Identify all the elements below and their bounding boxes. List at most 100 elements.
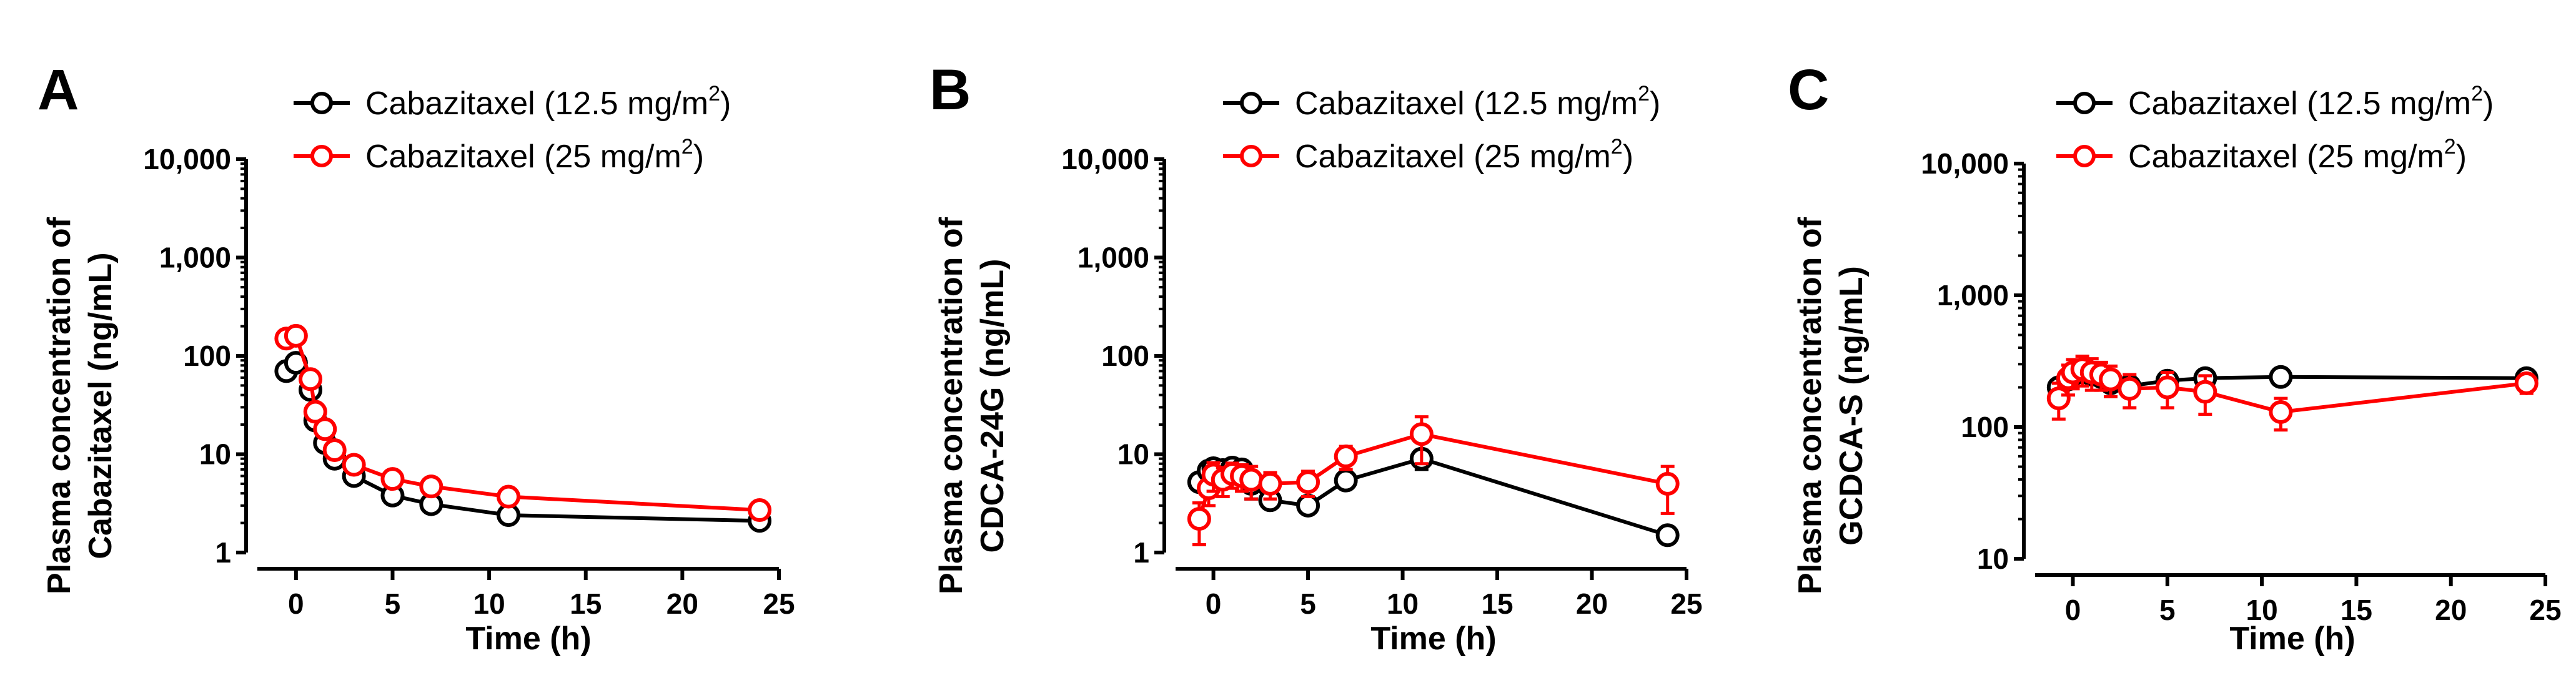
- x-axis-label: Time (h): [465, 621, 591, 657]
- y-axis-label-line2: GCDCA-S (ng/mL): [1833, 266, 1870, 546]
- data-point: [1334, 445, 1358, 469]
- y-tick-label: 1,000: [1937, 279, 2009, 312]
- legend-marker-series-2: [1240, 145, 1262, 167]
- panel-c: C Plasma concentration of GCDCA-S (ng/mL…: [1788, 58, 2562, 657]
- legend-marker-series-1: [1240, 92, 1262, 114]
- data-point: [1239, 468, 1264, 492]
- legend-item-series-2: Cabazitaxel (25 mg/m2): [1223, 135, 1633, 175]
- y-tick-label: 100: [1961, 411, 2009, 443]
- legend-marker-series-1: [310, 92, 333, 114]
- data-point: [1296, 493, 1320, 518]
- x-axis-label: Time (h): [2229, 621, 2355, 657]
- x-tick-label: 10: [1387, 587, 1419, 620]
- panel-a: A Plasma concentration of Cabazitaxel (n…: [37, 58, 795, 657]
- x-tick-label: 5: [385, 587, 401, 620]
- data-point: [1187, 507, 1211, 531]
- y-tick-label: 1,000: [1077, 242, 1149, 274]
- data-point: [1409, 422, 1434, 446]
- x-tick-label: 0: [288, 587, 304, 620]
- x-tick-label: 0: [1206, 587, 1222, 620]
- data-point: [1655, 523, 1680, 548]
- data-point: [299, 367, 323, 391]
- legend: Cabazitaxel (12.5 mg/m2) Cabazitaxel (25…: [1223, 82, 1660, 175]
- x-tick-label: 15: [570, 587, 602, 620]
- y-tick-label: 10: [199, 438, 231, 471]
- data-point: [2046, 386, 2071, 411]
- y-axis-label-line1: Plasma concentration of: [1792, 217, 1828, 594]
- y-tick-label: 1,000: [159, 242, 231, 274]
- x-tick-label: 5: [2159, 594, 2176, 626]
- legend-label-series-1: Cabazitaxel (12.5 mg/m2): [2128, 82, 2494, 122]
- x-tick-label: 0: [2065, 594, 2081, 626]
- x-tick-label: 15: [1481, 587, 1513, 620]
- y-axis-label-line2: Cabazitaxel (ng/mL): [82, 252, 119, 559]
- x-tick-label: 20: [1576, 587, 1608, 620]
- y-tick-label: 100: [1101, 340, 1149, 372]
- legend-label-series-2: Cabazitaxel (25 mg/m2): [1295, 135, 1633, 175]
- legend-item-series-2: Cabazitaxel (25 mg/m2): [294, 135, 704, 175]
- data-point: [2118, 376, 2142, 401]
- legend-marker-series-1: [2073, 92, 2096, 114]
- panel-letter-b: B: [929, 58, 971, 122]
- data-point: [2269, 365, 2293, 389]
- data-point: [1296, 470, 1320, 494]
- x-tick-label: 5: [1300, 587, 1316, 620]
- data-point: [284, 323, 308, 348]
- legend: Cabazitaxel (12.5 mg/m2) Cabazitaxel (25…: [2056, 82, 2494, 175]
- data-point: [1334, 468, 1358, 493]
- data-point: [2099, 367, 2123, 391]
- plot-area: 1 10 100 1,000 10,000 0 5 10 15 20 25: [1061, 143, 1702, 620]
- y-axis-label-line1: Plasma concentration of: [933, 217, 969, 594]
- legend-item-series-2: Cabazitaxel (25 mg/m2): [2056, 135, 2467, 175]
- x-tick-label: 25: [1670, 587, 1702, 620]
- data-point: [303, 400, 327, 424]
- x-tick-label: 15: [2341, 594, 2372, 626]
- y-tick-label: 1: [215, 536, 231, 569]
- legend-label-series-1: Cabazitaxel (12.5 mg/m2): [365, 82, 731, 122]
- panel-letter-c: C: [1788, 58, 1829, 122]
- y-tick-label: 1: [1133, 536, 1149, 569]
- legend-label-series-2: Cabazitaxel (25 mg/m2): [365, 135, 704, 175]
- data-point: [497, 484, 521, 509]
- data-point: [1655, 471, 1680, 496]
- y-tick-label: 10,000: [143, 143, 231, 175]
- x-tick-label: 20: [666, 587, 698, 620]
- panel-b: B Plasma concentration of CDCA-24G (ng/m…: [929, 58, 1703, 657]
- data-point: [2155, 375, 2179, 400]
- x-tick-label: 10: [473, 587, 505, 620]
- data-point: [342, 453, 366, 477]
- legend-label-series-2: Cabazitaxel (25 mg/m2): [2128, 135, 2467, 175]
- y-tick-label: 10,000: [1921, 147, 2009, 180]
- legend-marker-series-2: [310, 145, 333, 167]
- plot-area: 10 100 1,000 10,000 0 5 10 15 20 25: [1921, 147, 2561, 626]
- data-point: [419, 474, 443, 499]
- x-tick-label: 10: [2246, 594, 2278, 626]
- panel-letter-a: A: [37, 58, 79, 122]
- y-tick-label: 10: [1977, 543, 2009, 575]
- data-point: [313, 417, 337, 441]
- legend: Cabazitaxel (12.5 mg/m2) Cabazitaxel (25…: [294, 82, 731, 175]
- y-axis-label-line2: CDCA-24G (ng/mL): [974, 259, 1011, 553]
- data-point: [2514, 371, 2539, 395]
- legend-label-series-1: Cabazitaxel (12.5 mg/m2): [1295, 82, 1660, 122]
- data-point: [322, 438, 347, 462]
- legend-item-series-1: Cabazitaxel (12.5 mg/m2): [1223, 82, 1660, 122]
- data-point: [1258, 471, 1282, 496]
- x-tick-label: 25: [763, 587, 795, 620]
- legend-item-series-1: Cabazitaxel (12.5 mg/m2): [294, 82, 731, 122]
- x-tick-label: 25: [2529, 594, 2561, 626]
- legend-item-series-1: Cabazitaxel (12.5 mg/m2): [2056, 82, 2494, 122]
- data-point: [2269, 400, 2293, 424]
- data-point: [380, 467, 405, 491]
- y-axis-label-line1: Plasma concentration of: [41, 217, 77, 594]
- y-tick-label: 10: [1117, 438, 1149, 471]
- y-tick-label: 100: [183, 340, 231, 372]
- y-tick-label: 10,000: [1061, 143, 1149, 175]
- data-point: [748, 498, 772, 523]
- x-axis-label: Time (h): [1370, 621, 1496, 657]
- data-point: [2193, 380, 2217, 404]
- legend-marker-series-2: [2073, 145, 2096, 167]
- plot-area: 1 10 100 1,000 10,000 0 5 10 15 20 25: [143, 143, 795, 620]
- x-tick-label: 20: [2435, 594, 2467, 626]
